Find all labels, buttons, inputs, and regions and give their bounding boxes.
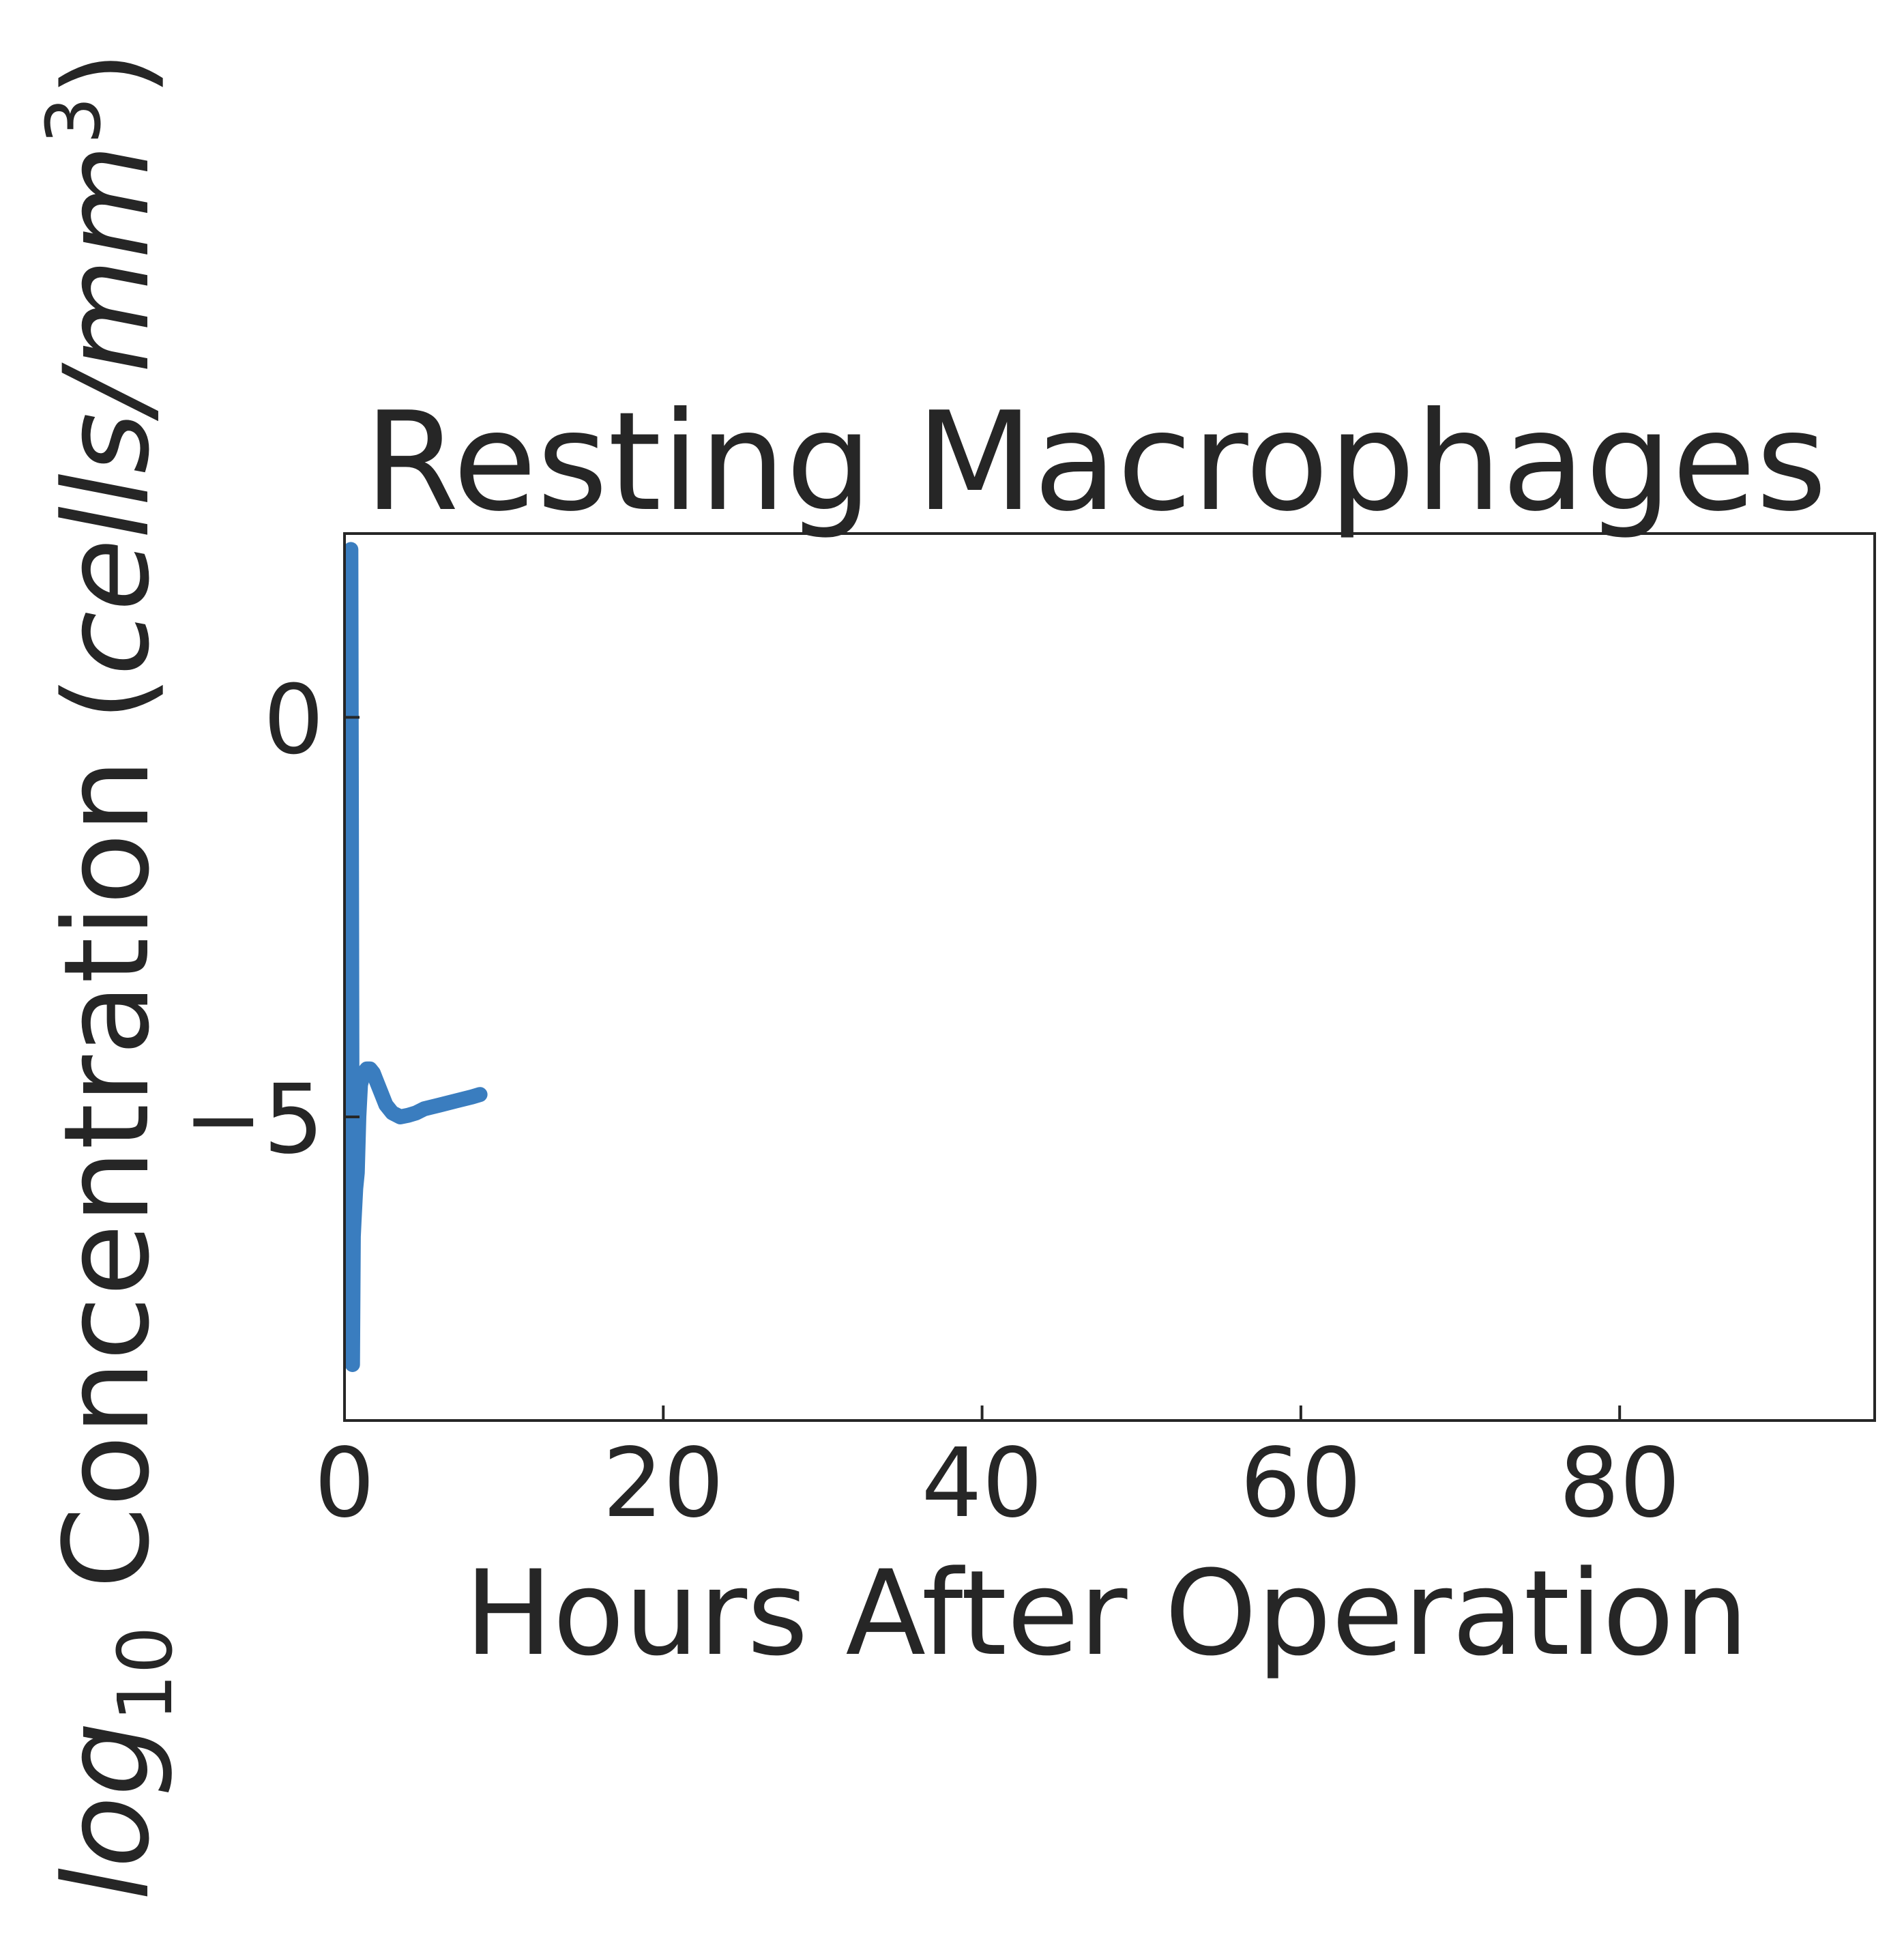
y-axis-label-close: ) [38, 50, 175, 96]
y-axis-label-units: cells/mm [38, 145, 175, 676]
x-tick-label: 40 [922, 1428, 1043, 1539]
y-axis-label-main: Concentration ( [38, 675, 175, 1626]
x-axis-ticks: 0 20 40 60 80 [314, 1405, 1680, 1539]
y-axis-label-subscript: 10 [102, 1626, 189, 1721]
plot-area [343, 542, 488, 1372]
x-tick-label: 80 [1559, 1428, 1680, 1539]
y-axis-ticks: 0 −5 [184, 665, 360, 1176]
y-tick-label: 0 [263, 665, 324, 776]
y-axis-label-superscript: 3 [30, 97, 117, 145]
x-tick-label: 0 [314, 1428, 375, 1539]
x-axis-label: Hours After Operation [465, 1545, 1748, 1682]
x-tick-label: 60 [1240, 1428, 1362, 1539]
chart-title: Resting Macrophages [364, 383, 1827, 542]
y-tick-label: −5 [184, 1064, 324, 1176]
y-axis-label: log10 Concentration (cells/mm3) [30, 50, 189, 1900]
x-tick-label: 20 [602, 1428, 724, 1539]
axes-frame [343, 532, 1876, 1422]
series-line-0 [343, 542, 488, 1372]
y-axis-label-log: log [38, 1721, 175, 1900]
